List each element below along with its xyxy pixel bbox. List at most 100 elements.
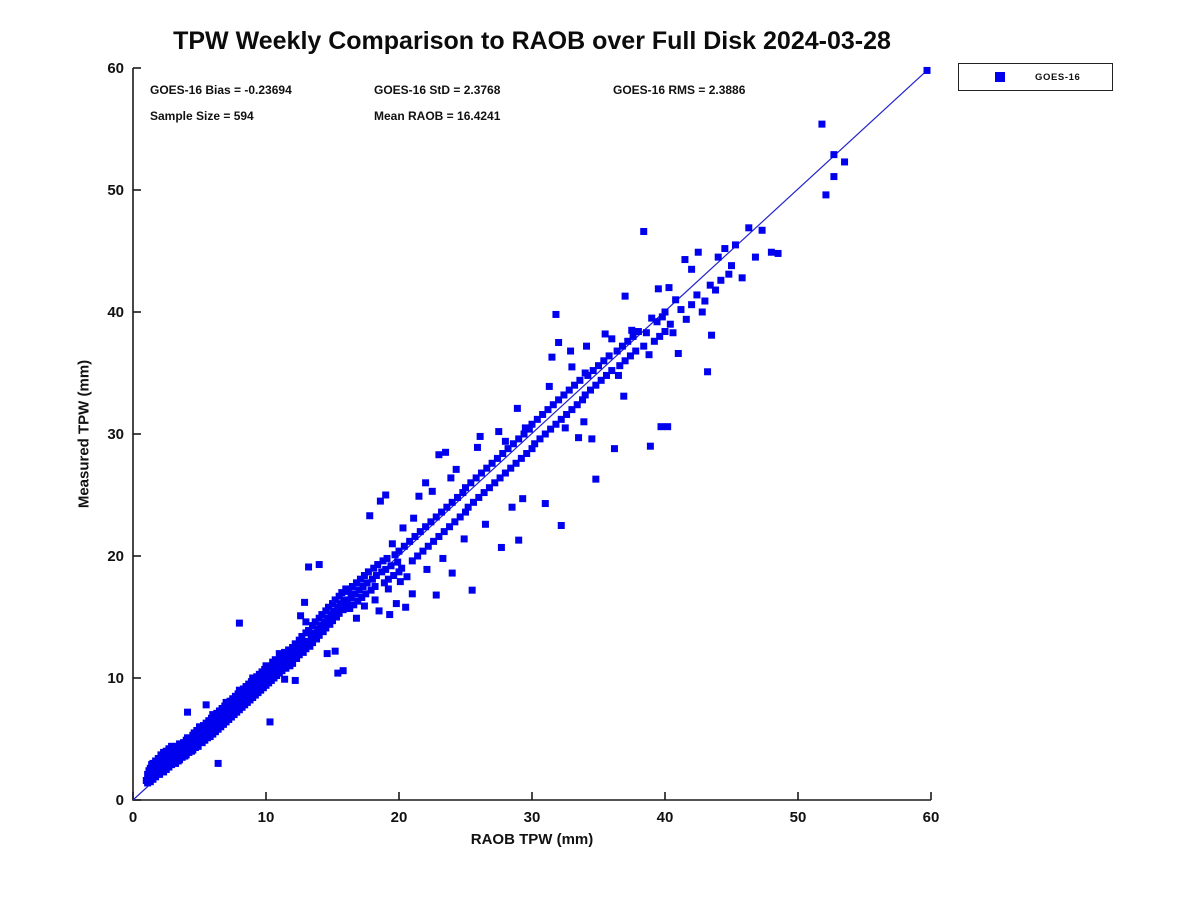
scatter-point	[745, 224, 753, 232]
scatter-point	[414, 552, 422, 560]
scatter-point	[386, 611, 394, 619]
scatter-point	[536, 435, 544, 443]
scatter-point	[462, 484, 469, 492]
scatter-point	[335, 609, 343, 617]
scatter-point	[645, 351, 653, 359]
scatter-point	[351, 590, 359, 598]
scatter-point	[584, 371, 592, 379]
scatter-point	[451, 518, 459, 526]
scatter-point	[525, 425, 533, 433]
scatter-point	[344, 587, 352, 595]
scatter-point	[923, 66, 931, 74]
scatter-point	[278, 654, 286, 662]
scatter-point	[438, 508, 446, 516]
scatter-point	[515, 536, 523, 544]
scatter-point	[658, 313, 666, 321]
scatter-point	[555, 396, 563, 404]
scatter-point	[701, 297, 709, 305]
scatter-point	[364, 568, 372, 576]
scatter-point	[626, 352, 634, 360]
scatter-point	[545, 382, 553, 390]
scatter-point	[372, 572, 380, 580]
scatter-point	[721, 245, 729, 253]
scatter-point	[395, 568, 403, 576]
scatter-point	[731, 241, 739, 249]
x-tick-label: 10	[258, 809, 275, 826]
scatter-point	[504, 445, 512, 453]
scatter-point	[656, 332, 664, 340]
scatter-point	[467, 479, 475, 487]
scatter-point	[307, 633, 315, 641]
scatter-point	[557, 415, 565, 423]
scatter-point	[271, 656, 279, 664]
scatter-point	[681, 256, 689, 264]
scatter-point	[325, 603, 333, 611]
scatter-point	[508, 503, 516, 511]
scatter-point	[640, 342, 648, 350]
scatter-point	[547, 425, 555, 433]
scatter-point	[350, 601, 358, 609]
scatter-point	[408, 557, 416, 565]
scatter-point	[290, 650, 298, 658]
scatter-point	[669, 329, 677, 337]
scatter-point	[512, 459, 520, 467]
stat-rms: GOES-16 RMS = 2.3886	[613, 83, 746, 97]
scatter-point	[767, 248, 775, 256]
scatter-point	[688, 301, 696, 309]
scatter-point	[830, 173, 838, 181]
scatter-point	[698, 308, 706, 316]
scatter-point	[416, 528, 424, 536]
scatter-point	[282, 653, 290, 661]
scatter-point	[279, 659, 287, 667]
scatter-point	[335, 592, 343, 600]
scatter-point	[406, 537, 414, 545]
scatter-point	[331, 647, 339, 655]
scatter-point	[323, 614, 331, 622]
scatter-point	[250, 676, 258, 684]
scatter-point	[549, 401, 557, 409]
scatter-point	[528, 445, 536, 453]
scatter-point	[329, 600, 336, 608]
scatter-point	[621, 292, 629, 300]
scatter-point	[299, 648, 307, 656]
scatter-point	[664, 423, 672, 431]
scatter-point	[654, 285, 662, 293]
scatter-point	[519, 495, 527, 503]
scatter-point	[277, 663, 285, 671]
x-axis-label: RAOB TPW (mm)	[470, 831, 594, 848]
scatter-point	[295, 636, 303, 644]
scatter-point	[555, 339, 563, 346]
scatter-point	[403, 573, 411, 581]
scatter-point	[523, 450, 531, 458]
scatter-point	[464, 503, 472, 511]
scatter-point	[184, 708, 192, 716]
scatter-point	[648, 314, 656, 322]
scatter-point	[587, 386, 595, 394]
scatter-point	[391, 551, 399, 559]
scatter-point	[491, 479, 499, 487]
x-tick-label: 0	[129, 809, 137, 826]
scatter-point	[499, 450, 507, 458]
scatter-point	[481, 520, 489, 528]
scatter-point	[394, 558, 402, 566]
scatter-point	[306, 642, 314, 650]
stat-sample-size: Sample Size = 594	[150, 109, 254, 123]
scatter-point	[275, 650, 283, 658]
scatter-point	[597, 376, 605, 384]
scatter-point	[281, 648, 289, 656]
scatter-point	[336, 600, 344, 608]
scatter-point	[528, 420, 536, 428]
scatter-point	[588, 435, 596, 443]
scatter-point	[477, 469, 485, 477]
scatter-point	[286, 651, 294, 659]
legend-label: GOES-16	[1035, 71, 1081, 83]
scatter-point	[443, 503, 451, 511]
scatter-point	[194, 742, 202, 750]
scatter-point	[513, 404, 521, 412]
scatter-point	[440, 528, 448, 536]
scatter-point	[456, 513, 464, 521]
scatter-point	[408, 590, 416, 598]
scatter-point	[400, 542, 408, 550]
scatter-point	[291, 640, 299, 648]
